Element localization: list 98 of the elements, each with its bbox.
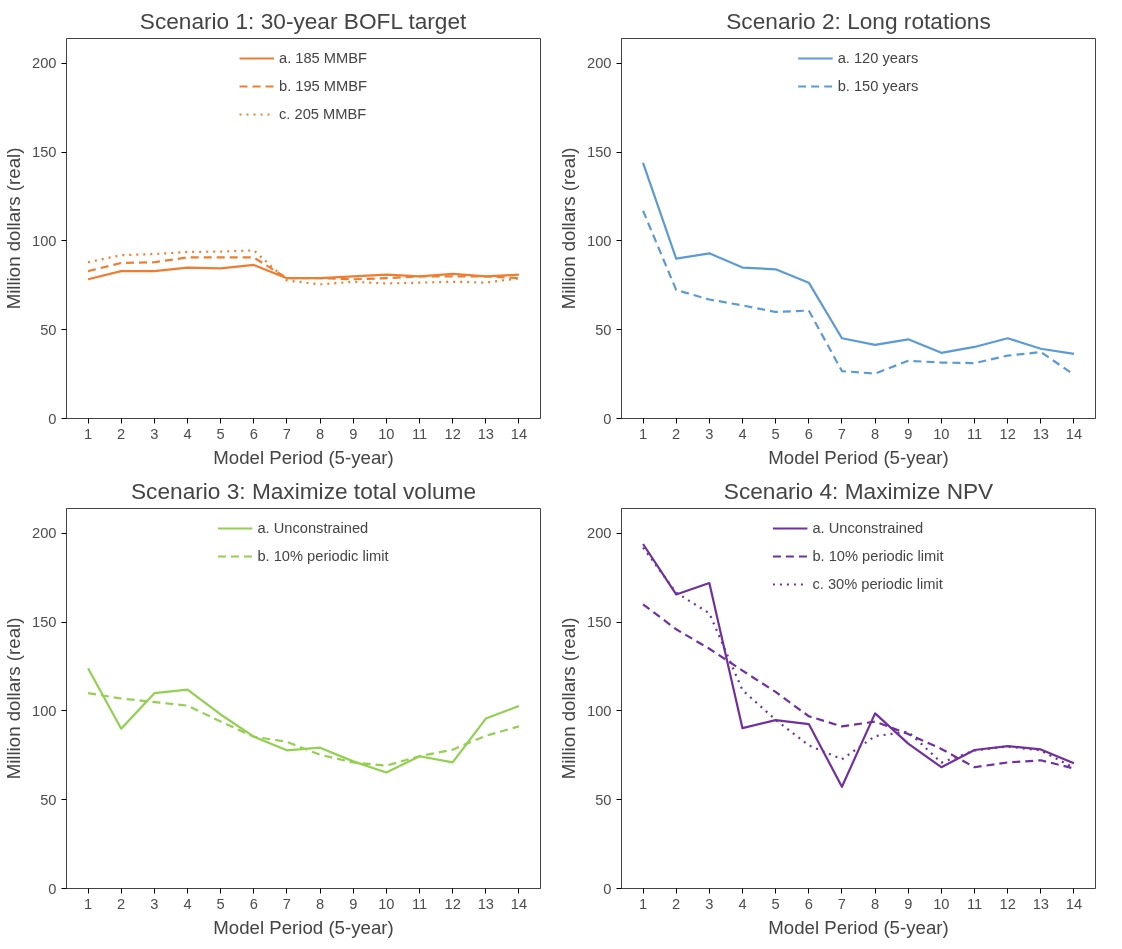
legend-label: b. 195 MMBF	[279, 78, 367, 94]
y-axis-title: Million dollars (real)	[558, 147, 580, 310]
x-tick-label: 10	[378, 895, 395, 912]
y-tick-label: 0	[48, 880, 57, 897]
x-tick-label: 5	[771, 425, 780, 442]
x-tick-label: 8	[871, 895, 880, 912]
x-tick-label: 7	[282, 895, 292, 912]
x-tick-label: 4	[738, 895, 747, 912]
x-tick-label: 11	[966, 895, 983, 912]
x-tick-label: 10	[933, 425, 950, 442]
y-tick-label: 200	[32, 55, 57, 72]
x-tick-label: 14	[1065, 425, 1083, 442]
x-tick-label: 1	[83, 425, 93, 442]
x-tick-label: 8	[316, 895, 325, 912]
x-tick-label: 5	[216, 425, 225, 442]
y-tick-label: 150	[587, 614, 612, 631]
legend-label: a. Unconstrained	[257, 520, 369, 536]
y-axis-title: Million dollars (real)	[558, 617, 580, 780]
x-tick-label: 10	[378, 425, 395, 442]
x-tick-label: 7	[282, 425, 292, 442]
x-tick-label: 11	[411, 895, 428, 912]
y-tick-label: 0	[603, 880, 612, 897]
y-tick-label: 150	[587, 144, 612, 161]
chart-title: Scenario 1: 30-year BOFL target	[139, 7, 468, 34]
y-tick-label: 0	[603, 410, 612, 427]
x-tick-label: 12	[444, 425, 461, 442]
x-tick-label: 3	[705, 425, 714, 442]
x-tick-label: 9	[904, 425, 913, 442]
x-tick-label: 13	[477, 895, 494, 912]
y-tick-label: 100	[32, 232, 57, 249]
x-tick-label: 4	[738, 425, 747, 442]
x-tick-label: 12	[444, 895, 461, 912]
legend-label: c. 30% periodic limit	[812, 576, 943, 592]
x-tick-label: 4	[183, 895, 192, 912]
x-tick-label: 11	[966, 425, 983, 442]
x-tick-label: 9	[349, 425, 358, 442]
chart-title: Scenario 3: Maximize total volume	[130, 477, 477, 504]
y-axis-title: Million dollars (real)	[3, 147, 25, 310]
y-tick-label: 200	[32, 525, 57, 542]
x-tick-label: 9	[349, 895, 358, 912]
x-tick-label: 2	[672, 425, 681, 442]
x-tick-label: 14	[510, 895, 528, 912]
x-tick-label: 14	[510, 425, 528, 442]
x-tick-label: 13	[1032, 425, 1049, 442]
x-tick-label: 12	[999, 425, 1016, 442]
x-tick-label: 8	[316, 425, 325, 442]
y-tick-label: 50	[40, 791, 57, 808]
legend-label: b. 10% periodic limit	[257, 548, 389, 564]
x-tick-label: 13	[1032, 895, 1049, 912]
x-tick-label: 5	[771, 895, 780, 912]
legend-label: b. 150 years	[837, 78, 919, 94]
legend-label: b. 10% periodic limit	[812, 548, 944, 564]
x-tick-label: 6	[804, 895, 813, 912]
x-tick-label: 1	[638, 895, 648, 912]
x-tick-label: 1	[83, 895, 93, 912]
y-tick-label: 0	[48, 410, 57, 427]
x-axis-title: Model Period (5-year)	[768, 916, 949, 938]
x-axis-title: Model Period (5-year)	[213, 446, 394, 468]
x-tick-label: 2	[117, 895, 126, 912]
y-axis-title: Million dollars (real)	[3, 617, 25, 780]
y-tick-label: 100	[587, 232, 612, 249]
x-tick-label: 14	[1065, 895, 1083, 912]
y-tick-label: 50	[595, 321, 612, 338]
x-tick-label: 4	[183, 425, 192, 442]
x-tick-label: 6	[249, 895, 258, 912]
x-tick-label: 9	[904, 895, 913, 912]
x-tick-label: 3	[150, 895, 159, 912]
x-axis-title: Model Period (5-year)	[213, 916, 394, 938]
y-tick-label: 150	[32, 614, 57, 631]
legend-label: c. 205 MMBF	[279, 106, 367, 122]
x-tick-label: 5	[216, 895, 225, 912]
x-tick-label: 7	[837, 425, 847, 442]
y-tick-label: 100	[32, 702, 57, 719]
y-tick-label: 100	[587, 702, 612, 719]
chart-title: Scenario 4: Maximize NPV	[723, 477, 995, 504]
legend-label: a. Unconstrained	[812, 520, 924, 536]
x-tick-label: 2	[672, 895, 681, 912]
x-tick-label: 6	[249, 425, 258, 442]
x-tick-label: 11	[411, 425, 428, 442]
x-tick-label: 8	[871, 425, 880, 442]
x-tick-label: 6	[804, 425, 813, 442]
y-tick-label: 200	[587, 55, 612, 72]
y-tick-label: 50	[40, 321, 57, 338]
x-axis-title: Model Period (5-year)	[768, 446, 949, 468]
x-tick-label: 12	[999, 895, 1016, 912]
y-tick-label: 200	[587, 525, 612, 542]
x-tick-label: 3	[705, 895, 714, 912]
x-tick-label: 10	[933, 895, 950, 912]
chart-title: Scenario 2: Long rotations	[726, 7, 991, 34]
x-tick-label: 7	[837, 895, 847, 912]
legend-label: a. 120 years	[837, 50, 919, 66]
x-tick-label: 2	[117, 425, 126, 442]
x-tick-label: 3	[150, 425, 159, 442]
legend-label: a. 185 MMBF	[279, 50, 367, 66]
x-tick-label: 13	[477, 425, 494, 442]
y-tick-label: 150	[32, 144, 57, 161]
x-tick-label: 1	[638, 425, 648, 442]
y-tick-label: 50	[595, 791, 612, 808]
